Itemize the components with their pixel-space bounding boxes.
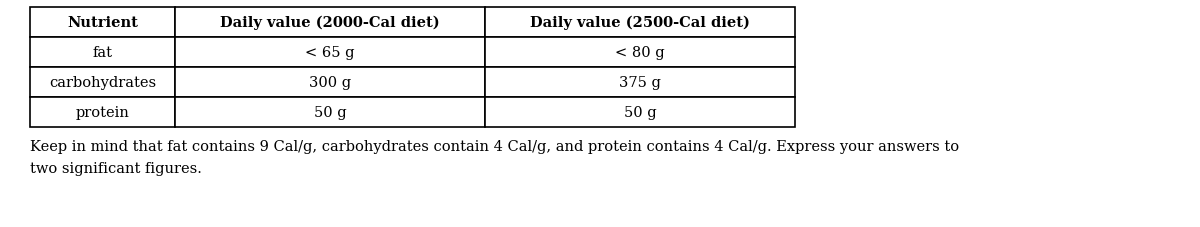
Bar — [30, 8, 175, 38]
Bar — [175, 68, 485, 98]
Bar — [175, 98, 485, 127]
Bar — [30, 98, 175, 127]
Text: 50 g: 50 g — [624, 106, 656, 119]
Text: protein: protein — [76, 106, 130, 119]
Bar — [485, 68, 796, 98]
Bar — [485, 98, 796, 127]
Bar — [485, 8, 796, 38]
Bar — [175, 8, 485, 38]
Text: carbohydrates: carbohydrates — [49, 76, 156, 90]
Text: fat: fat — [92, 46, 113, 60]
Bar — [485, 38, 796, 68]
Text: < 65 g: < 65 g — [305, 46, 355, 60]
Text: 300 g: 300 g — [308, 76, 352, 90]
Bar — [30, 38, 175, 68]
Text: Daily value (2500-Cal diet): Daily value (2500-Cal diet) — [530, 16, 750, 30]
Text: Keep in mind that fat contains 9 Cal/g, carbohydrates contain 4 Cal/g, and prote: Keep in mind that fat contains 9 Cal/g, … — [30, 139, 959, 153]
Text: Nutrient: Nutrient — [67, 16, 138, 30]
Bar — [30, 68, 175, 98]
Text: 375 g: 375 g — [619, 76, 661, 90]
Text: Daily value (2000-Cal diet): Daily value (2000-Cal diet) — [220, 16, 440, 30]
Text: < 80 g: < 80 g — [616, 46, 665, 60]
Text: two significant figures.: two significant figures. — [30, 161, 202, 175]
Text: 50 g: 50 g — [313, 106, 347, 119]
Bar — [175, 38, 485, 68]
